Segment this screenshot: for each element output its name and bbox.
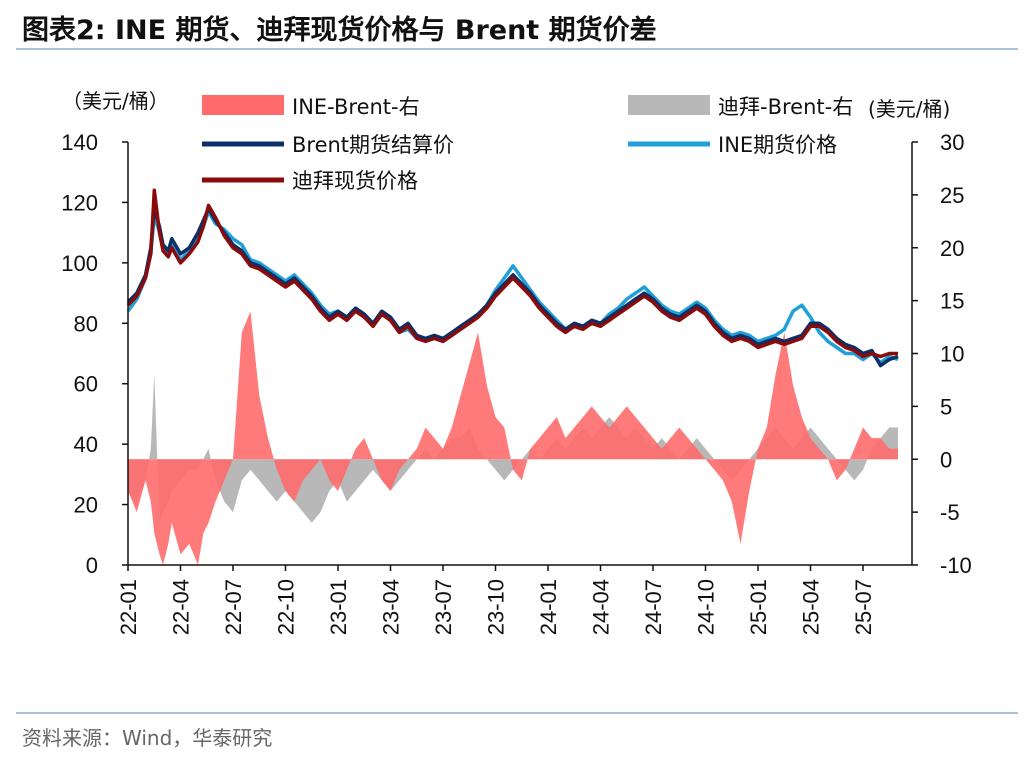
right-tick-label: 30 [940,130,964,155]
left-tick-label: 120 [61,190,98,215]
left-tick-label: 80 [74,311,98,336]
right-axis-unit: (美元/桶) [868,97,950,121]
spread-areas [128,311,898,565]
right-tick-label: 10 [940,342,964,367]
left-tick-label: 20 [74,493,98,518]
price-lines [126,188,899,368]
x-tick-label: 23-04 [379,579,404,635]
brent-futures-line [126,206,899,368]
left-tick-label: 60 [74,372,98,397]
x-tick-label: 25-04 [799,579,824,635]
x-tick-label: 23-07 [431,579,456,635]
x-tick-label: 22-04 [169,579,194,635]
legend-swatch [202,95,284,115]
left-tick-label: 0 [86,553,98,578]
source-note: 资料来源：Wind，华泰研究 [22,726,273,750]
x-tick-label: 22-01 [116,579,141,635]
x-tick-label: 22-07 [221,579,246,635]
dubai-brent-spread-area [128,374,898,523]
left-axis-unit: （美元/桶） [62,89,169,113]
legend: INE-Brent-右 迪拜-Brent-右 Brent期货结算价 INE期货价格迪拜… [202,95,853,193]
legend-label: 迪拜-Brent-右 [718,95,853,119]
x-tick-label: 25-01 [746,579,771,635]
chart-title: 图表2: INE 期货、迪拜现货价格与 Brent 期货价差 [22,15,657,46]
right-tick-label: 5 [940,394,952,419]
x-tick-label: 24-01 [536,579,561,635]
legend-label: Brent期货结算价 [292,133,454,157]
footer-divider [16,712,1018,714]
right-tick-label: 25 [940,183,964,208]
left-tick-label: 140 [61,130,98,155]
right-tick-label: 15 [940,289,964,314]
x-tick-label: 24-07 [641,579,666,635]
right-tick-label: 20 [940,236,964,261]
right-tick-label: 0 [940,447,952,472]
x-tick-label: 23-10 [484,579,509,635]
legend-label: INE期货价格 [718,133,837,157]
dubai-spot-line [126,188,898,359]
legend-label: INE-Brent-右 [292,95,420,119]
legend-label: 迪拜现货价格 [292,169,418,193]
left-tick-label: 100 [61,251,98,276]
legend-swatch [628,95,710,115]
axes: 0 20 40 60 80 100 120 140 -10 -5 0 5 10 15 20 25 30 22-01… [61,130,972,635]
ine-futures-line [126,209,899,365]
title-divider [16,48,1018,50]
chart-svg: （美元/桶） (美元/桶) 0 20 40 60 80 100 120 140 -10 -5 0 5 1… [61,89,972,635]
x-tick-label: 24-10 [694,579,719,635]
right-tick-label: -5 [940,500,960,525]
left-tick-label: 40 [74,432,98,457]
x-tick-label: 25-07 [851,579,876,635]
right-tick-label: -10 [940,553,972,578]
x-tick-label: 23-01 [326,579,351,635]
x-tick-label: 22-10 [274,579,299,635]
ine-brent-spread-area [128,311,898,565]
x-tick-label: 24-04 [589,579,614,635]
